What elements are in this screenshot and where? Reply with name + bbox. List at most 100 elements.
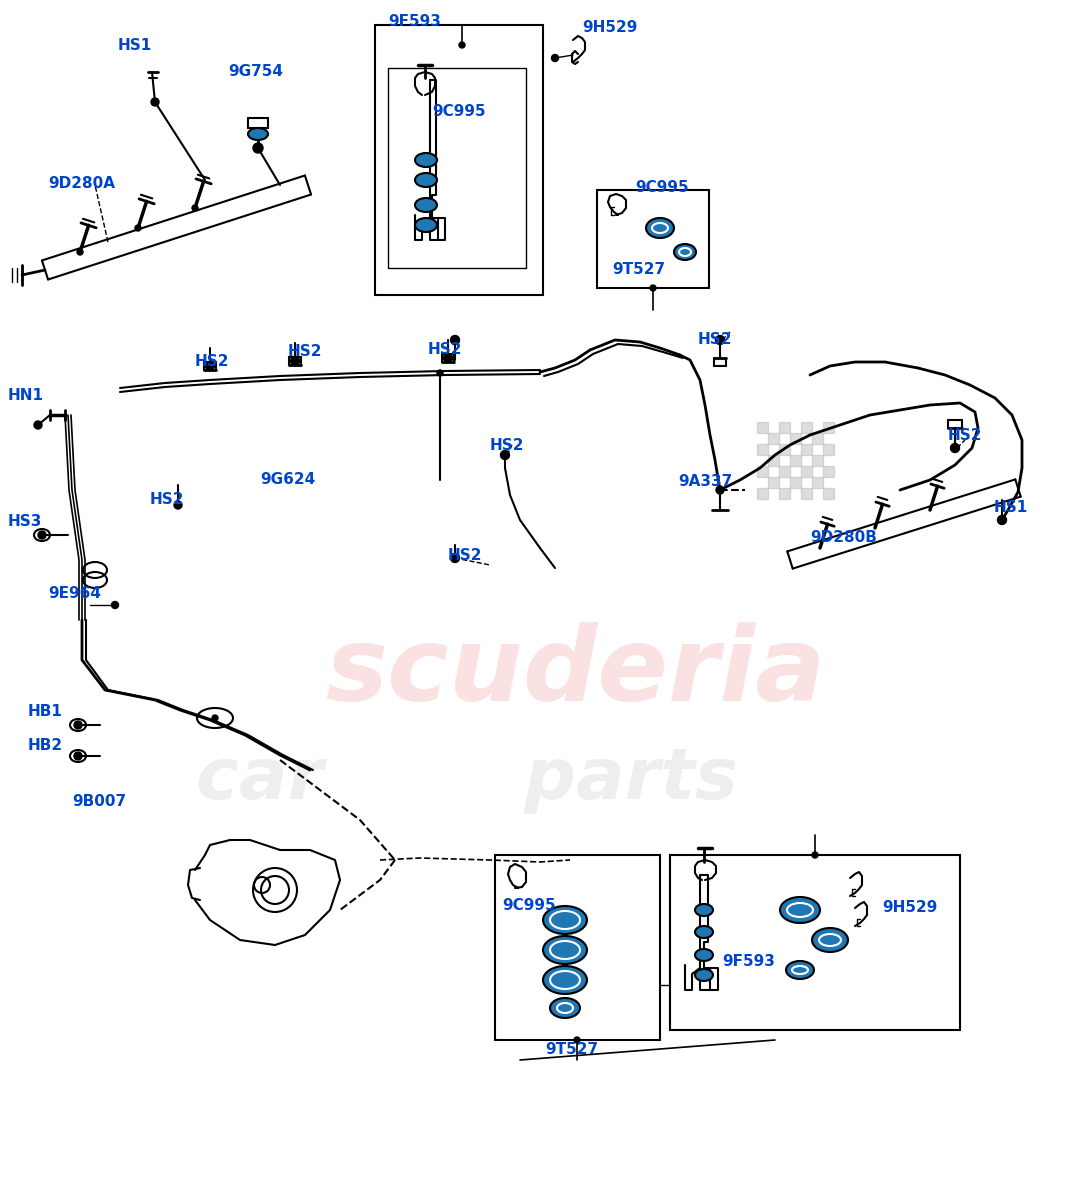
Circle shape xyxy=(998,516,1006,524)
Bar xyxy=(757,444,768,455)
Bar xyxy=(823,488,834,499)
Circle shape xyxy=(574,1037,580,1043)
Text: 9H529: 9H529 xyxy=(882,900,938,916)
Bar xyxy=(670,854,960,1030)
Ellipse shape xyxy=(646,218,673,238)
Text: HB1: HB1 xyxy=(28,704,63,720)
Ellipse shape xyxy=(543,966,588,994)
Bar xyxy=(812,433,823,444)
Circle shape xyxy=(290,356,299,366)
Ellipse shape xyxy=(415,152,437,167)
Circle shape xyxy=(450,336,459,344)
Circle shape xyxy=(74,721,82,728)
Circle shape xyxy=(716,486,724,494)
Text: 9H529: 9H529 xyxy=(582,20,638,36)
Bar xyxy=(779,422,790,433)
Ellipse shape xyxy=(551,998,580,1018)
Ellipse shape xyxy=(673,244,696,260)
Circle shape xyxy=(459,42,465,48)
Ellipse shape xyxy=(695,970,713,982)
Text: 9C995: 9C995 xyxy=(502,898,556,912)
Text: scuderia: scuderia xyxy=(326,622,827,722)
Circle shape xyxy=(174,502,182,509)
Text: 9T527: 9T527 xyxy=(545,1043,598,1057)
Circle shape xyxy=(450,553,459,563)
Ellipse shape xyxy=(543,906,588,934)
Bar xyxy=(779,488,790,499)
Bar xyxy=(768,433,779,444)
Circle shape xyxy=(812,852,818,858)
Circle shape xyxy=(650,284,656,290)
Bar xyxy=(757,488,768,499)
Text: HS1: HS1 xyxy=(994,500,1028,516)
Bar xyxy=(768,476,779,488)
Circle shape xyxy=(716,336,725,344)
Bar xyxy=(375,25,543,295)
Text: 9F593: 9F593 xyxy=(388,14,441,30)
Ellipse shape xyxy=(695,949,713,961)
Text: 9G754: 9G754 xyxy=(228,65,283,79)
Circle shape xyxy=(77,248,83,254)
Bar xyxy=(823,466,834,476)
Text: HS2: HS2 xyxy=(448,547,482,563)
Bar xyxy=(823,422,834,433)
Circle shape xyxy=(74,752,82,760)
Bar xyxy=(801,488,812,499)
Ellipse shape xyxy=(248,128,268,140)
Bar xyxy=(823,444,834,455)
Circle shape xyxy=(500,450,509,460)
Ellipse shape xyxy=(415,218,437,232)
Ellipse shape xyxy=(415,173,437,187)
Circle shape xyxy=(212,715,218,721)
Bar xyxy=(779,466,790,476)
Text: 9A337: 9A337 xyxy=(678,474,732,490)
Text: 9B007: 9B007 xyxy=(72,794,126,810)
Text: HS2: HS2 xyxy=(698,332,732,348)
Ellipse shape xyxy=(695,926,713,938)
Circle shape xyxy=(552,54,558,61)
Ellipse shape xyxy=(812,928,848,952)
Text: HS2: HS2 xyxy=(288,344,322,360)
Text: HS2: HS2 xyxy=(150,492,185,508)
Bar xyxy=(597,190,709,288)
Ellipse shape xyxy=(695,904,713,916)
Circle shape xyxy=(437,370,443,376)
Bar xyxy=(495,854,660,1040)
Circle shape xyxy=(254,143,263,152)
Bar xyxy=(388,68,526,268)
Text: HS1: HS1 xyxy=(118,37,152,53)
Circle shape xyxy=(951,444,960,452)
Text: HN1: HN1 xyxy=(8,388,44,402)
Circle shape xyxy=(135,226,141,230)
Bar xyxy=(812,455,823,466)
Bar xyxy=(757,422,768,433)
Ellipse shape xyxy=(543,936,588,964)
Text: 9C995: 9C995 xyxy=(635,180,689,196)
Ellipse shape xyxy=(780,898,820,923)
Bar xyxy=(790,455,801,466)
Bar xyxy=(801,466,812,476)
Circle shape xyxy=(206,361,214,371)
Circle shape xyxy=(151,98,159,106)
Bar xyxy=(757,466,768,476)
Text: HS2: HS2 xyxy=(490,438,524,452)
Text: HS2: HS2 xyxy=(948,427,982,443)
Text: 9G624: 9G624 xyxy=(260,473,316,487)
Circle shape xyxy=(191,205,198,211)
Circle shape xyxy=(34,421,42,428)
Bar xyxy=(801,444,812,455)
Text: 9C995: 9C995 xyxy=(432,104,485,120)
Text: HS2: HS2 xyxy=(195,354,230,370)
Text: 9D280A: 9D280A xyxy=(48,175,115,191)
Ellipse shape xyxy=(415,198,437,212)
Circle shape xyxy=(38,530,46,539)
Ellipse shape xyxy=(786,961,814,979)
Text: HB2: HB2 xyxy=(28,738,63,752)
Text: 9D280B: 9D280B xyxy=(809,530,877,546)
Text: 9E964: 9E964 xyxy=(48,586,101,600)
Circle shape xyxy=(444,354,453,362)
Text: 9T527: 9T527 xyxy=(611,263,665,277)
Bar xyxy=(801,422,812,433)
Bar xyxy=(812,476,823,488)
Bar xyxy=(779,444,790,455)
